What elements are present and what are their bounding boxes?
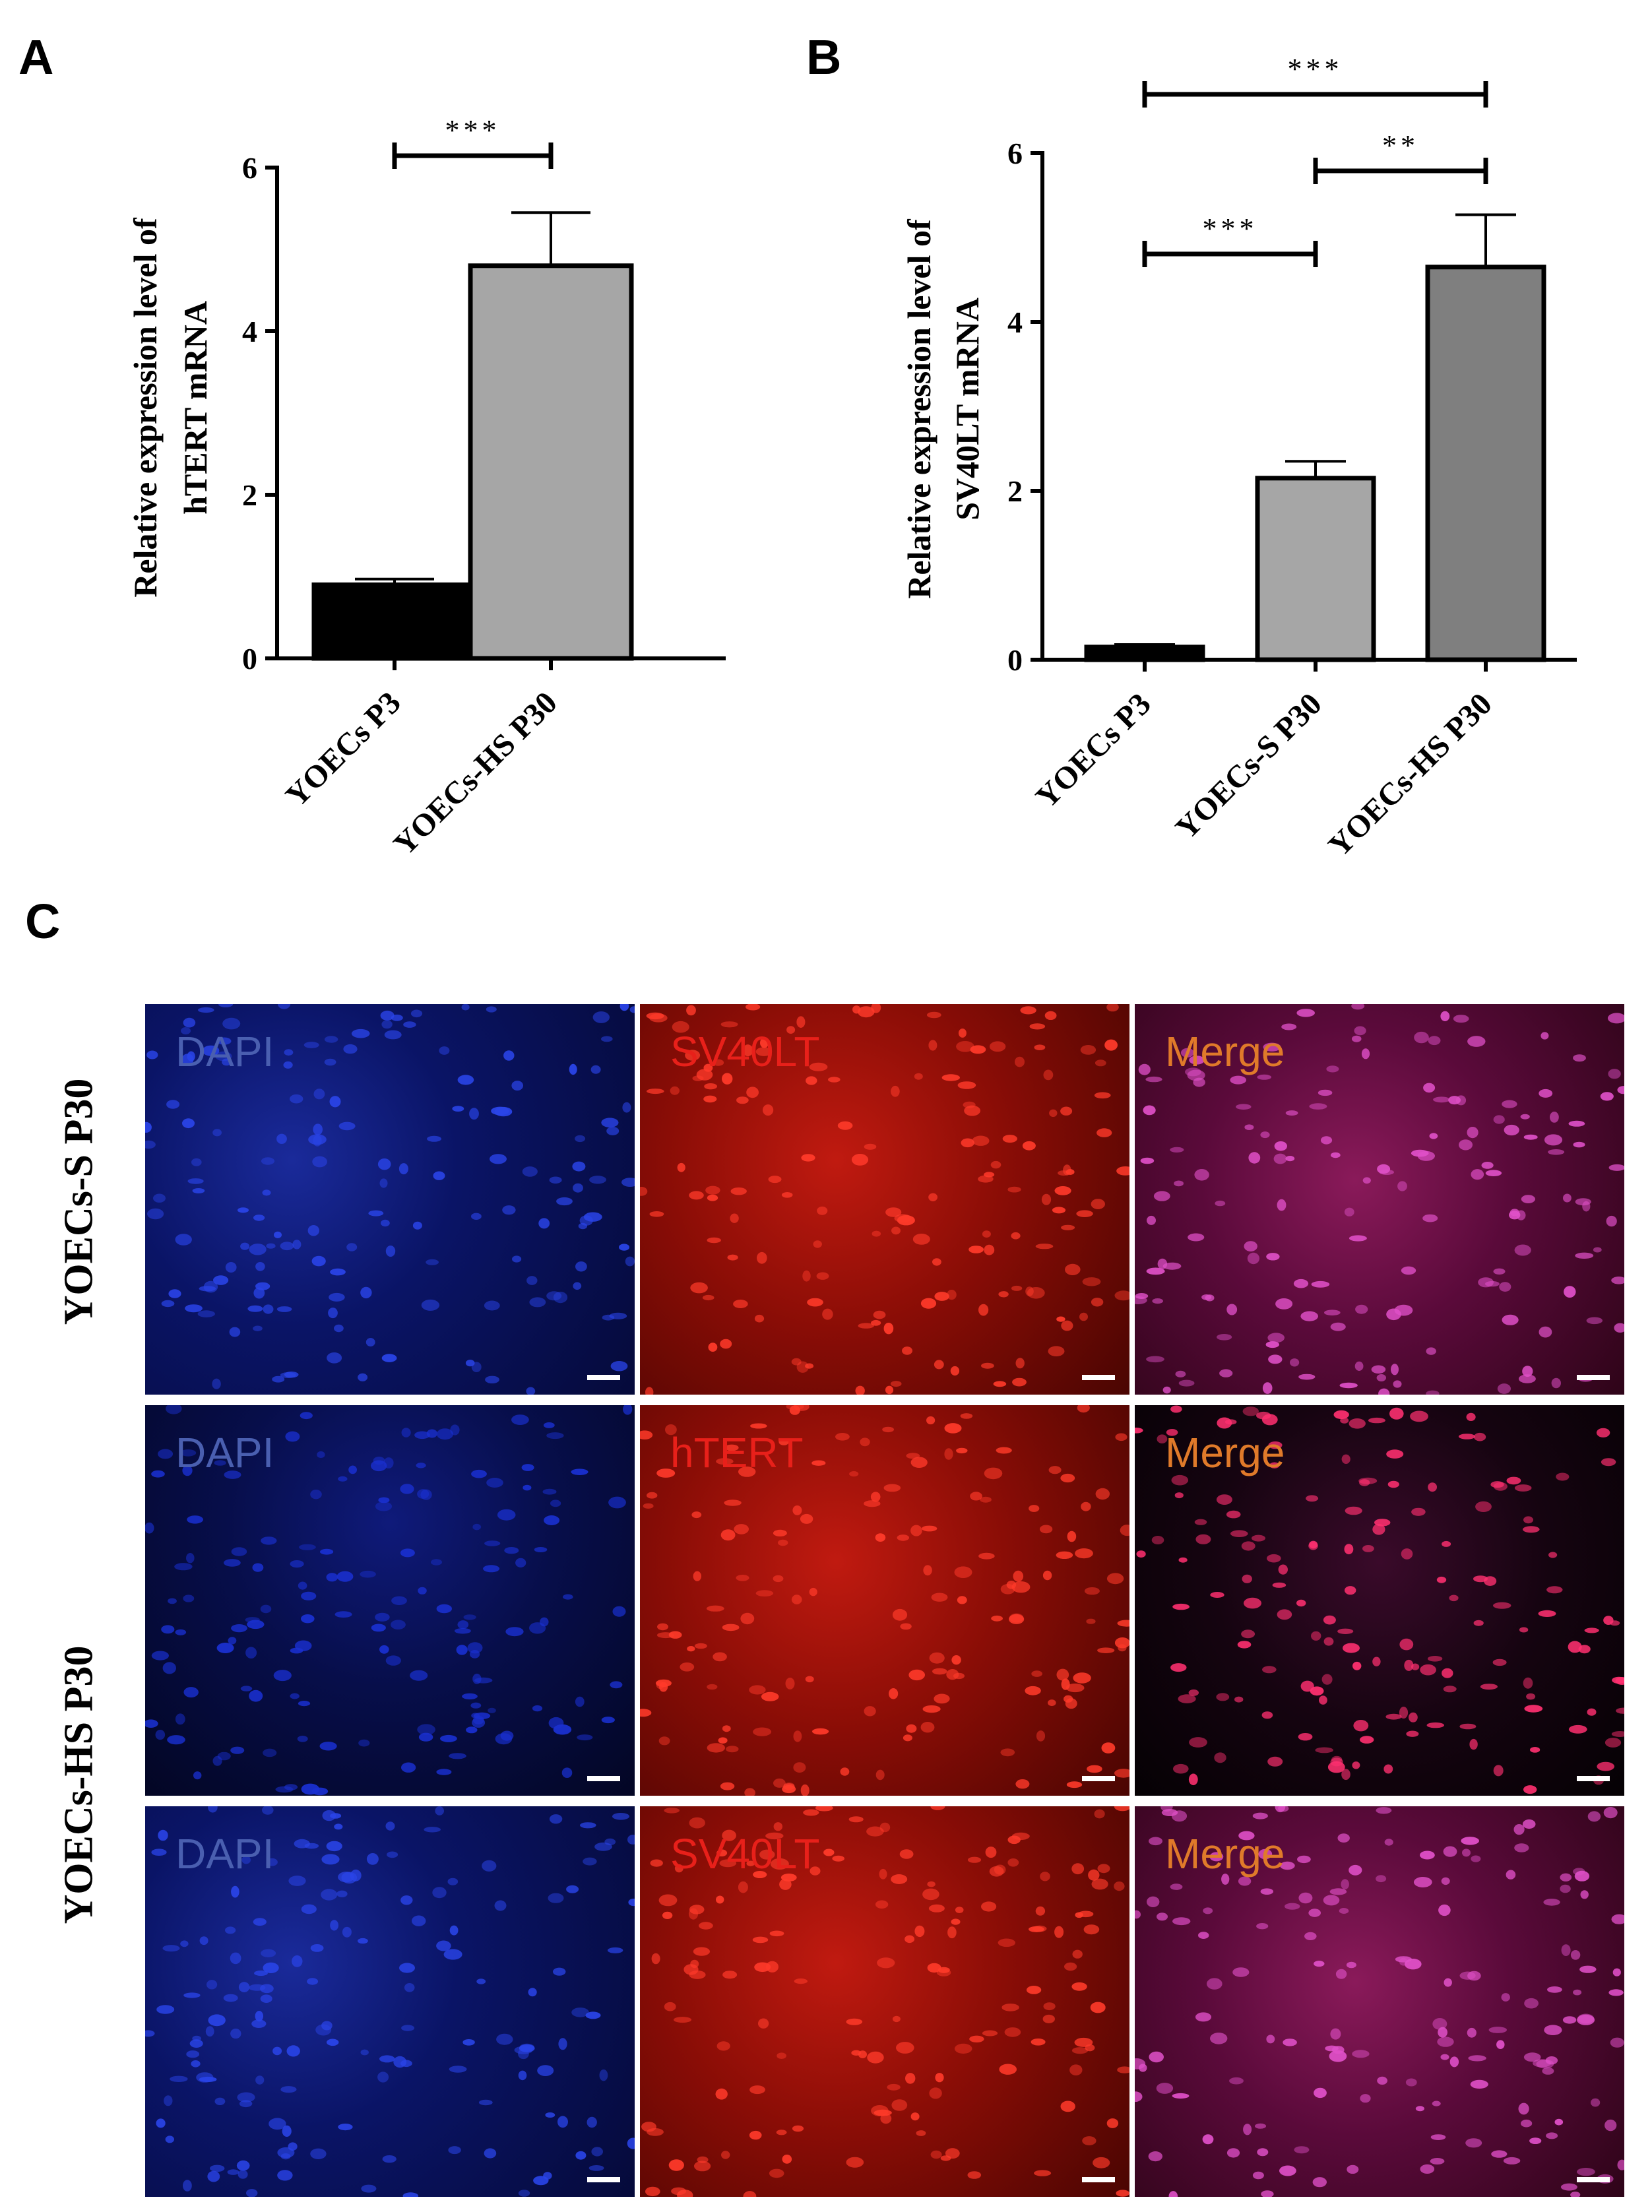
chart-b-xtick-label-0: YOECs P3: [1029, 686, 1158, 815]
chart-b-xtick-label-2: YOECs-HS P30: [1321, 686, 1498, 863]
chart-a-ylabel-line1: Relative expression level of: [127, 217, 164, 598]
cell-nuclei-pattern: [640, 1004, 1129, 1395]
cell-nuclei-pattern: [640, 1405, 1129, 1796]
chart-a-bar-1: [468, 263, 634, 661]
panel-letter-b: B: [806, 30, 842, 84]
chart-b-bar-0: [1084, 645, 1205, 662]
micrograph-row-1: DAPI SV40LT Merge: [145, 1004, 1624, 1395]
cell-nuclei-pattern: [145, 1806, 635, 2197]
chart-b-sig-label-1: **: [1382, 129, 1419, 162]
chart-b: Relative expression level of SV40LT mRNA…: [901, 53, 1577, 864]
micrograph-merge-r1: Merge: [1135, 1004, 1624, 1395]
stain-label: Merge: [1165, 1028, 1285, 1075]
chart-b-bar-2: [1425, 265, 1546, 662]
panel-letter-a: A: [18, 30, 54, 84]
micrograph-sv40lt-r3: SV40LT: [640, 1806, 1129, 2197]
chart-a-sig-label-0: ***: [445, 114, 501, 146]
scale-bar: [587, 2177, 620, 2182]
stain-label: DAPI: [175, 1429, 274, 1476]
scale-bar: [1082, 2177, 1115, 2182]
chart-a-ytick-label-0: 0: [242, 642, 257, 676]
chart-b-xtick-label-1: YOECs-S P30: [1169, 686, 1329, 846]
stain-label: SV40LT: [670, 1830, 820, 1878]
stain-label: SV40LT: [670, 1028, 820, 1075]
scale-bar: [587, 1375, 620, 1380]
chart-b-ytick-label-2: 4: [1007, 305, 1023, 339]
chart-b-ylabel-line1: Relative expression level of: [901, 218, 937, 599]
stain-label: Merge: [1165, 1429, 1285, 1476]
chart-a-ylabel-line2: hTERT mRNA: [177, 301, 214, 515]
stain-label: Merge: [1165, 1830, 1285, 1878]
micrograph-row-2: DAPI hTERT Merge: [145, 1405, 1624, 1796]
chart-b-ytick-label-1: 2: [1007, 474, 1023, 508]
chart-a-bar-0: [311, 582, 478, 661]
cell-nuclei-pattern: [145, 1405, 633, 1796]
chart-b-ytick-label-3: 6: [1007, 137, 1023, 170]
micrograph-dapi-r3: DAPI: [145, 1806, 635, 2197]
scale-bar: [587, 1776, 620, 1781]
row-label-yoecs-hs-p30: YOECs-HS P30: [56, 1645, 102, 1924]
micrograph-dapi-r2: DAPI: [145, 1405, 635, 1796]
chart-b-sig-label-0: ***: [1288, 53, 1343, 85]
cell-nuclei-pattern: [1135, 1405, 1624, 1794]
chart-b-ylabel-line2: SV40LT mRNA: [949, 298, 986, 521]
micrograph-htert-r2: hTERT: [640, 1405, 1129, 1796]
chart-b-sig-label-2: ***: [1203, 212, 1258, 245]
chart-a-ytick-label-3: 6: [242, 151, 257, 185]
row-label-yoecs-s-p30: YOECs-S P30: [56, 1078, 102, 1325]
chart-a-ytick-label-1: 2: [242, 478, 257, 512]
micrograph-dapi-r1: DAPI: [145, 1004, 635, 1395]
scale-bar: [1577, 1776, 1610, 1781]
micrograph-sv40lt-r1: SV40LT: [640, 1004, 1129, 1395]
cell-nuclei-pattern: [145, 1004, 635, 1395]
micrograph-merge-r3: Merge: [1135, 1806, 1624, 2197]
chart-b-ytick-label-0: 0: [1007, 643, 1023, 677]
cell-nuclei-pattern: [1135, 1806, 1624, 2197]
cell-nuclei-pattern: [641, 1806, 1129, 2197]
chart-a-ytick-label-2: 4: [242, 315, 257, 348]
scale-bar: [1082, 1375, 1115, 1380]
cell-nuclei-pattern: [1135, 1004, 1624, 1395]
chart-a: Relative expression level of hTERT mRNA …: [127, 114, 726, 862]
chart-b-bar-1: [1255, 476, 1376, 662]
stain-label: hTERT: [670, 1429, 804, 1476]
panel-letter-c: C: [25, 894, 61, 949]
chart-a-xtick-label-1: YOECs-HS P30: [387, 685, 563, 862]
stain-label: DAPI: [175, 1028, 274, 1075]
scale-bar: [1082, 1776, 1115, 1781]
scale-bar: [1577, 2177, 1610, 2182]
chart-a-xtick-label-0: YOECs P3: [279, 685, 408, 813]
micrograph-merge-r2: Merge: [1135, 1405, 1624, 1796]
stain-label: DAPI: [175, 1830, 274, 1878]
scale-bar: [1577, 1375, 1610, 1380]
micrograph-row-3: DAPI SV40LT Merge: [145, 1806, 1624, 2197]
